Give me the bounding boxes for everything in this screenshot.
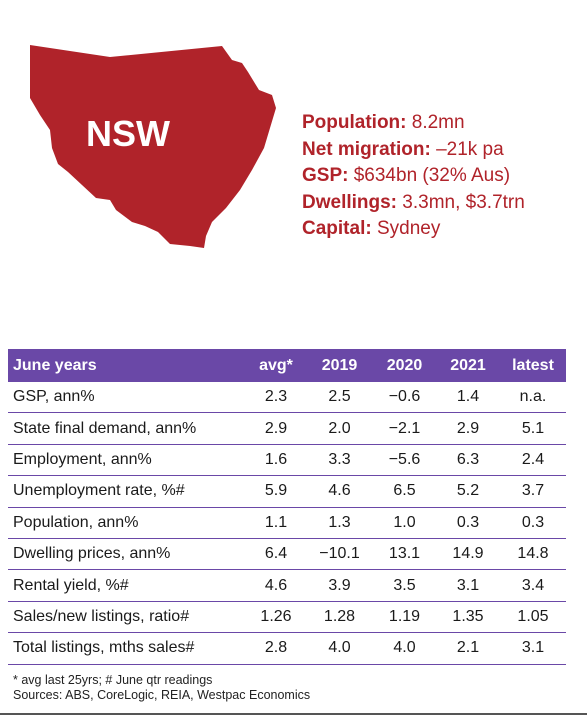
cell: 3.9 bbox=[306, 569, 373, 602]
cell: 1.1 bbox=[246, 507, 306, 539]
cell: 3.1 bbox=[436, 569, 500, 602]
table-row: Dwelling prices, ann% 6.4 −10.1 13.1 14.… bbox=[8, 538, 566, 571]
cell: 1.28 bbox=[306, 601, 373, 634]
table-row: Population, ann% 1.1 1.3 1.0 0.3 0.3 bbox=[8, 507, 566, 539]
cell: 3.4 bbox=[500, 569, 566, 602]
stat-population: Population: 8.2mn bbox=[302, 112, 465, 133]
cell: 13.1 bbox=[373, 538, 436, 571]
cell: 14.8 bbox=[500, 538, 566, 571]
row-label: Total listings, mths sales# bbox=[8, 632, 246, 665]
stat-capital: Capital: Sydney bbox=[302, 218, 441, 239]
table-row: Unemployment rate, %# 5.9 4.6 6.5 5.2 3.… bbox=[8, 475, 566, 508]
table-row: State final demand, ann% 2.9 2.0 −2.1 2.… bbox=[8, 412, 566, 445]
header-latest: latest bbox=[512, 356, 554, 374]
map-label: NSW bbox=[86, 113, 170, 154]
cell: 6.4 bbox=[246, 538, 306, 571]
cell: 3.5 bbox=[373, 569, 436, 602]
header-2021: 2021 bbox=[450, 356, 486, 374]
cell: 5.2 bbox=[436, 475, 500, 508]
nsw-state-map: NSW bbox=[30, 45, 276, 248]
cell: 1.3 bbox=[306, 507, 373, 539]
cell: 1.05 bbox=[500, 601, 566, 634]
cell: 0.3 bbox=[436, 507, 500, 539]
stat-dwellings: Dwellings: 3.3mn, $3.7trn bbox=[302, 191, 525, 213]
state-stats: Population: 8.2mn Net migration: –21k pa… bbox=[302, 110, 587, 243]
row-label: Unemployment rate, %# bbox=[8, 475, 246, 508]
cell: −5.6 bbox=[373, 444, 436, 477]
header-2020: 2020 bbox=[386, 356, 423, 374]
economic-indicators-table: June years avg* 2019 2020 2021 latest GS… bbox=[8, 349, 566, 665]
cell: 3.3 bbox=[306, 444, 373, 477]
cell: 2.9 bbox=[436, 412, 500, 445]
row-label: Employment, ann% bbox=[8, 444, 246, 477]
cell: 3.1 bbox=[500, 632, 566, 665]
cell: 1.35 bbox=[436, 601, 500, 634]
footnote: * avg last 25yrs; # June qtr readings bbox=[13, 673, 213, 687]
bottom-divider bbox=[0, 713, 587, 715]
cell: 2.5 bbox=[306, 382, 373, 414]
cell: 6.3 bbox=[436, 444, 500, 477]
cell: 1.4 bbox=[436, 382, 500, 414]
cell: 1.0 bbox=[373, 507, 436, 539]
cell: 2.0 bbox=[306, 412, 373, 445]
header-avg: avg* bbox=[259, 356, 293, 374]
cell: 0.3 bbox=[500, 507, 566, 539]
cell: −0.6 bbox=[373, 382, 436, 414]
header-2019: 2019 bbox=[321, 356, 358, 374]
cell: 4.0 bbox=[373, 632, 436, 665]
table-row: Total listings, mths sales# 2.8 4.0 4.0 … bbox=[8, 632, 566, 665]
cell: 1.6 bbox=[246, 444, 306, 477]
cell: 5.9 bbox=[246, 475, 306, 508]
cell: 2.3 bbox=[246, 382, 306, 414]
row-label: GSP, ann% bbox=[8, 382, 246, 414]
cell: −10.1 bbox=[306, 538, 373, 571]
cell: 14.9 bbox=[436, 538, 500, 571]
table-row: Employment, ann% 1.6 3.3 −5.6 6.3 2.4 bbox=[8, 444, 566, 477]
row-label: Population, ann% bbox=[8, 507, 246, 539]
stat-net-migration: Net migration: –21k pa bbox=[302, 138, 504, 160]
cell: 2.8 bbox=[246, 632, 306, 665]
cell: 5.1 bbox=[500, 412, 566, 445]
cell: 6.5 bbox=[373, 475, 436, 508]
cell: 1.19 bbox=[373, 601, 436, 634]
nsw-map-shape bbox=[30, 45, 276, 248]
table-row: Rental yield, %# 4.6 3.9 3.5 3.1 3.4 bbox=[8, 569, 566, 602]
row-label: Sales/new listings, ratio# bbox=[8, 601, 246, 634]
cell: −2.1 bbox=[373, 412, 436, 445]
row-label: State final demand, ann% bbox=[8, 412, 246, 445]
table-row: GSP, ann% 2.3 2.5 −0.6 1.4 n.a. bbox=[8, 382, 566, 414]
header-june-years: June years bbox=[13, 356, 97, 374]
cell: 4.6 bbox=[306, 475, 373, 508]
cell: 4.6 bbox=[246, 569, 306, 602]
cell: 1.26 bbox=[246, 601, 306, 634]
cell: 3.7 bbox=[500, 475, 566, 508]
row-label: Dwelling prices, ann% bbox=[8, 538, 246, 571]
table-header-row: June years avg* 2019 2020 2021 latest bbox=[8, 349, 566, 382]
table-notes: * avg last 25yrs; # June qtr readings So… bbox=[13, 673, 310, 703]
cell: 2.9 bbox=[246, 412, 306, 445]
cell: 2.4 bbox=[500, 444, 566, 477]
sources: Sources: ABS, CoreLogic, REIA, Westpac E… bbox=[13, 688, 311, 702]
row-label: Rental yield, %# bbox=[8, 569, 246, 602]
stat-gsp: GSP: $634bn (32% Aus) bbox=[302, 165, 511, 186]
cell: 4.0 bbox=[306, 632, 373, 665]
table-row: Sales/new listings, ratio# 1.26 1.28 1.1… bbox=[8, 601, 566, 634]
cell: n.a. bbox=[500, 382, 566, 414]
cell: 2.1 bbox=[436, 632, 500, 665]
